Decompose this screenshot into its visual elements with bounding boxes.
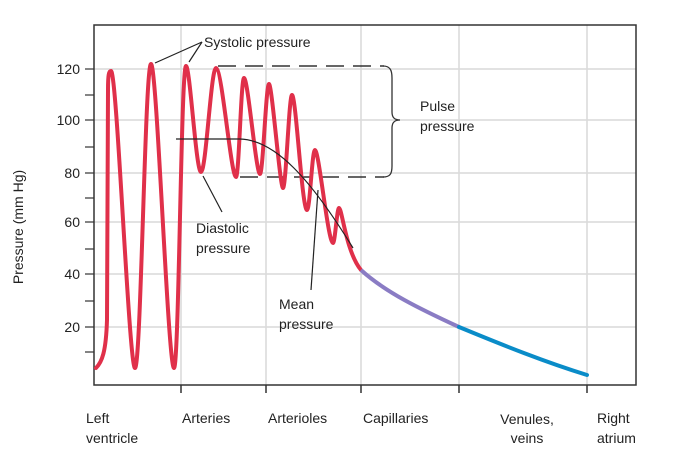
- y-axis-ticks: [85, 68, 94, 353]
- capillary-pressure-curve: [359, 268, 460, 329]
- mean-pressure-label: Mean: [279, 296, 314, 312]
- pulse-pressure-brace: [382, 65, 401, 178]
- x-label-capillaries: Capillaries: [363, 410, 428, 426]
- mean-pressure-label: pressure: [279, 316, 334, 332]
- mean-pressure-line: [176, 138, 354, 249]
- x-label-left-ventricle: ventricle: [86, 430, 138, 446]
- x-label-right-atrium: atrium: [597, 430, 636, 446]
- y-tick-label: 100: [57, 112, 81, 128]
- y-axis-label: Pressure (mm Hg): [10, 170, 26, 284]
- arterial-pressure-curve: [94, 62, 363, 370]
- x-label-arterioles: Arterioles: [268, 410, 327, 426]
- x-axis-ticks: [180, 385, 588, 393]
- x-label-arteries: Arteries: [182, 410, 230, 426]
- leader-lines: [154, 41, 319, 291]
- y-tick-label: 20: [64, 319, 80, 335]
- diastolic-pressure-label: Diastolic: [196, 220, 249, 236]
- pulse-pressure-label: Pulse: [420, 98, 455, 114]
- x-label-right-atrium: Right: [597, 410, 630, 426]
- x-label-left-ventricle: Left: [86, 410, 109, 426]
- systolic-pressure-label: Systolic pressure: [204, 34, 311, 50]
- y-tick-label: 60: [64, 214, 80, 230]
- x-label-venules-veins: Venules,: [500, 411, 554, 427]
- plot-frame: [93, 24, 637, 386]
- venous-pressure-curve: [457, 325, 589, 377]
- y-tick-label: 120: [57, 61, 81, 77]
- pulse-pressure-label: pressure: [420, 118, 475, 134]
- diastolic-pressure-label: pressure: [196, 240, 251, 256]
- x-label-venules-veins: veins: [511, 430, 544, 446]
- y-tick-label: 80: [64, 165, 80, 181]
- y-tick-label: 40: [64, 266, 80, 282]
